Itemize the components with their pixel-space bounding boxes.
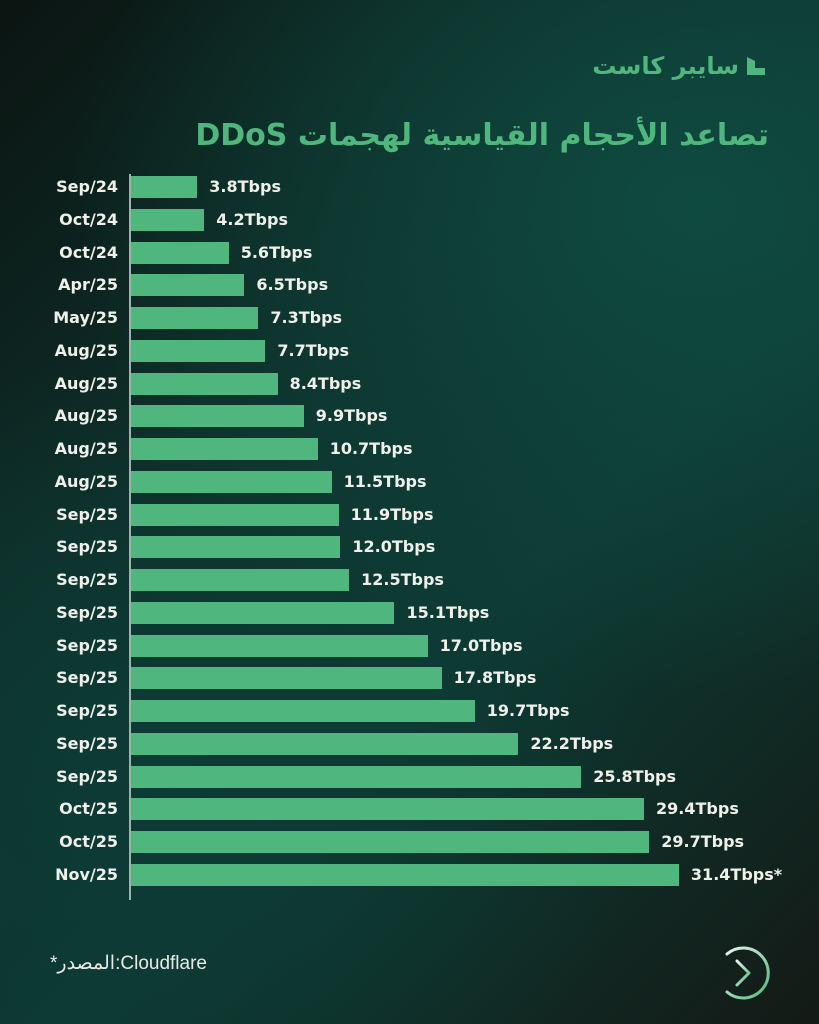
category-label: Aug/25 (54, 406, 118, 426)
bar-row: Sep/25 17.8Tbps (0, 667, 819, 690)
bar (131, 470, 332, 493)
category-label: Oct/25 (59, 799, 118, 819)
value-label: 3.8Tbps (209, 177, 281, 196)
bar (131, 536, 341, 559)
value-label: 25.8Tbps (593, 766, 677, 786)
value-label: 7.3Tbps (270, 308, 343, 327)
category-label: Sep/25 (56, 570, 118, 589)
value-label: 9.9Tbps (315, 406, 388, 426)
bar (131, 372, 278, 395)
category-label: Apr/25 (58, 275, 118, 295)
bar-row: Sep/25 19.7Tbps (0, 700, 819, 722)
bar-row: Apr/25 6.5Tbps (0, 274, 819, 297)
bar-row: Aug/25 9.9Tbps (0, 405, 819, 428)
bar-row: Oct/25 29.4Tbps (0, 798, 819, 821)
bar-row: Aug/25 8.4Tbps (0, 372, 819, 395)
category-label: Sep/24 (56, 177, 118, 196)
bar-row: Sep/25 22.2Tbps (0, 732, 819, 755)
category-label: Nov/25 (55, 864, 118, 884)
bar-chart: Sep/24 3.8Tbps Oct/24 4.2Tbps Oct/24 5.6Tbps A… (0, 170, 819, 900)
category-label: Sep/25 (56, 635, 118, 655)
bar (131, 307, 259, 329)
category-label: Oct/24 (59, 209, 118, 229)
bar (131, 176, 198, 198)
category-label: Aug/25 (54, 340, 118, 360)
bar (131, 831, 650, 853)
bar (131, 438, 318, 460)
value-label: 17.0Tbps (439, 635, 523, 655)
value-label: 8.4Tbps (289, 373, 362, 393)
bar-row: Sep/25 15.1Tbps (0, 601, 819, 624)
brand-name: سايبر كاست (592, 52, 739, 80)
category-label: Aug/25 (54, 471, 118, 491)
bar-row: Sep/25 11.9Tbps (0, 503, 819, 526)
stepped-chevron-logo-icon (747, 57, 765, 75)
value-label: 6.5Tbps (256, 275, 329, 295)
bar (131, 765, 582, 788)
value-label: 19.7Tbps (486, 701, 570, 720)
bar-row: Aug/25 11.5Tbps (0, 470, 819, 493)
category-label: Oct/25 (59, 832, 118, 851)
category-label: Sep/25 (56, 766, 118, 786)
bar-row: Oct/24 4.2Tbps (0, 208, 819, 231)
bar-row: Sep/25 25.8Tbps (0, 765, 819, 788)
value-label: 12.5Tbps (361, 570, 444, 589)
value-label: 15.1Tbps (406, 602, 490, 622)
bar-row: May/25 7.3Tbps (0, 307, 819, 329)
bar (131, 405, 304, 428)
value-label: 12.0Tbps (352, 537, 436, 557)
category-label: Sep/25 (56, 701, 118, 720)
value-label: 7.7Tbps (277, 340, 350, 360)
arrow-right-circle-icon (709, 946, 770, 1000)
bar (131, 798, 645, 821)
value-label: 11.9Tbps (350, 504, 434, 524)
bar-row: Sep/25 12.0Tbps (0, 536, 819, 559)
category-label: May/25 (53, 308, 118, 327)
value-label: 22.2Tbps (530, 733, 614, 753)
bar (131, 634, 428, 657)
category-label: Sep/25 (56, 537, 118, 557)
bar-row: Aug/25 7.7Tbps (0, 339, 819, 362)
value-label: 29.4Tbps (656, 799, 739, 819)
bar (131, 503, 339, 526)
bar-row: Sep/24 3.8Tbps (0, 176, 819, 198)
brand-logo: سايبر كاست (592, 54, 767, 78)
category-label: Aug/25 (54, 439, 118, 458)
value-label: 5.6Tbps (240, 242, 313, 262)
chart-title: تصاعد الأحجام القياسية لهجمات DDoS (195, 118, 769, 153)
value-label: 10.7Tbps (329, 439, 413, 458)
bar (131, 732, 519, 755)
bar (131, 863, 679, 886)
bar (131, 700, 475, 722)
value-label: 31.4Tbps* (690, 864, 783, 884)
bar-row: Sep/25 12.5Tbps (0, 569, 819, 591)
bar-row: Nov/25 31.4Tbps* (0, 863, 819, 886)
bar-row: Oct/25 29.7Tbps (0, 831, 819, 853)
bar (131, 569, 350, 591)
bar-row: Oct/24 5.6Tbps (0, 241, 819, 264)
next-button[interactable] (709, 942, 771, 1004)
bar-row: Sep/25 17.0Tbps (0, 634, 819, 657)
category-label: Sep/25 (56, 602, 118, 622)
source-note: *المصدر:Cloudflare (50, 953, 207, 974)
bar (131, 208, 205, 231)
category-label: Oct/24 (59, 242, 118, 262)
value-label: 11.5Tbps (343, 471, 427, 491)
value-label: 4.2Tbps (216, 209, 288, 229)
value-label: 17.8Tbps (453, 668, 537, 688)
category-label: Sep/25 (56, 668, 118, 688)
value-label: 29.7Tbps (661, 832, 745, 851)
bar (131, 339, 266, 362)
category-label: Sep/25 (56, 504, 118, 524)
bar (131, 241, 229, 264)
bar (131, 274, 245, 297)
y-axis-line (129, 174, 131, 900)
category-label: Aug/25 (54, 373, 118, 393)
bar (131, 601, 395, 624)
category-label: Sep/25 (56, 733, 118, 753)
bar-row: Aug/25 10.7Tbps (0, 438, 819, 460)
bar (131, 667, 442, 690)
